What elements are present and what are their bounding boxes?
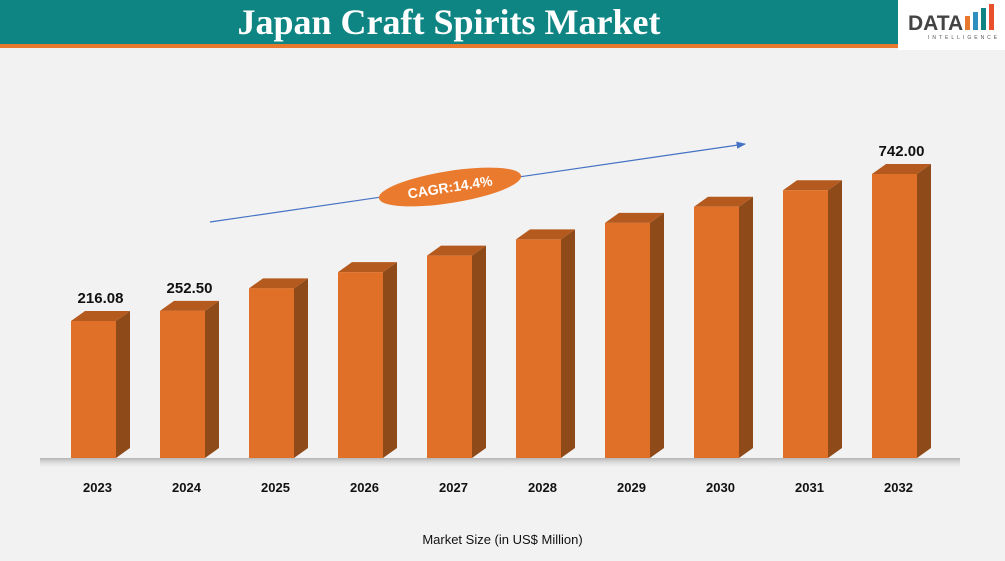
- bar-top: [338, 262, 397, 273]
- bar: [160, 310, 205, 458]
- bar: [516, 239, 561, 458]
- bar-side: [472, 245, 486, 458]
- logo: DATA INTELLIGENCE: [898, 0, 1005, 50]
- bar-top: [694, 196, 753, 207]
- svg-text:DATA: DATA: [908, 12, 963, 35]
- bar: [427, 255, 472, 458]
- x-tick-label: 2025: [261, 480, 290, 495]
- bar: [71, 321, 116, 458]
- x-tick-label: 2029: [617, 480, 646, 495]
- x-tick-label: 2027: [439, 480, 468, 495]
- bar-side: [205, 300, 219, 458]
- bar-top: [160, 300, 219, 311]
- bar-side: [383, 262, 397, 458]
- cagr-badge: [378, 167, 522, 207]
- page-title: Japan Craft Spirits Market: [237, 2, 661, 42]
- bar: [605, 222, 650, 458]
- data-label: 742.00: [879, 143, 925, 160]
- bar: [783, 190, 828, 458]
- svg-text:INTELLIGENCE: INTELLIGENCE: [928, 35, 1000, 41]
- x-axis-title: Market Size (in US$ Million): [422, 532, 583, 547]
- x-tick-label: 2032: [884, 480, 913, 495]
- data-label: 252.50: [167, 280, 213, 297]
- bar: [338, 272, 383, 458]
- floor-shadow: [40, 458, 960, 468]
- x-tick-label: 2023: [83, 480, 112, 495]
- bar: [872, 174, 917, 458]
- bar: [694, 206, 739, 458]
- bar-side: [116, 311, 130, 458]
- bar-side: [739, 196, 753, 458]
- bar-side: [294, 278, 308, 458]
- bar-top: [516, 229, 575, 240]
- bar-top: [249, 278, 308, 289]
- bar-side: [650, 212, 664, 458]
- data-label: 216.08: [78, 290, 124, 307]
- bar: [249, 288, 294, 458]
- bar-side: [917, 164, 931, 458]
- header-bar: [0, 0, 898, 48]
- bar-side: [828, 180, 842, 458]
- x-tick-label: 2030: [706, 480, 735, 495]
- bar-top: [605, 212, 664, 223]
- x-tick-label: 2028: [528, 480, 557, 495]
- x-tick-label: 2031: [795, 480, 824, 495]
- bar-side: [561, 229, 575, 458]
- x-tick-label: 2026: [350, 480, 379, 495]
- x-tick-label: 2024: [172, 480, 202, 495]
- bar-top: [872, 164, 931, 174]
- bar-top: [71, 311, 130, 321]
- logo-graphic: DATA INTELLIGENCE: [908, 4, 1000, 41]
- bar-top: [427, 245, 486, 256]
- bar-top: [783, 180, 842, 191]
